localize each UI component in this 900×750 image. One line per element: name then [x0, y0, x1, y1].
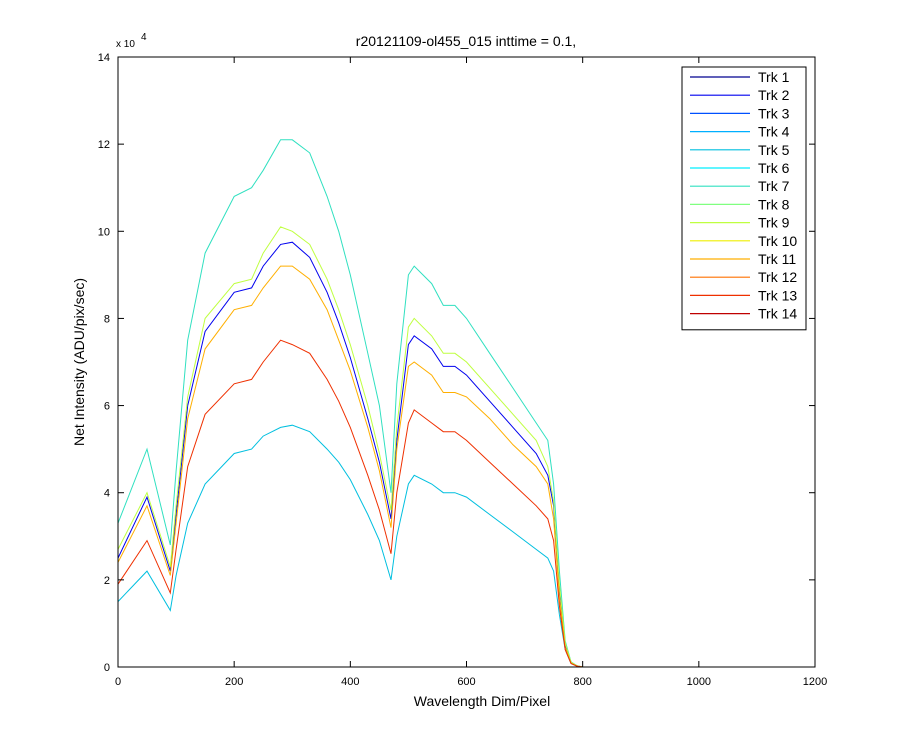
x-axis-ticks: 0 200 400 600 800 1000 1200 — [115, 57, 827, 688]
legend-label: Trk 9 — [758, 215, 790, 231]
y-tick-label: 10 — [98, 226, 110, 238]
series-line-trk-13 — [117, 339, 583, 668]
y-tick-label: 6 — [104, 401, 110, 413]
x-tick-label: 0 — [115, 676, 121, 688]
legend-label: Trk 14 — [758, 306, 797, 322]
x-tick-label: 400 — [341, 676, 359, 688]
series-line-trk-2 — [117, 241, 583, 668]
legend-label: Trk 13 — [758, 287, 797, 303]
y-axis-ticks: 0 2 4 6 8 10 12 14 — [98, 52, 815, 674]
legend-label: Trk 10 — [758, 233, 797, 249]
y-tick-label: 4 — [104, 488, 110, 500]
legend-label: Trk 7 — [758, 178, 790, 194]
legend-label: Trk 11 — [758, 251, 796, 267]
x-tick-label: 1000 — [687, 676, 711, 688]
y-multiplier-exponent: 4 — [141, 32, 147, 43]
legend-box — [681, 66, 807, 331]
y-multiplier-base: x 10 — [116, 39, 135, 50]
x-tick-label: 200 — [225, 676, 243, 688]
series-line-trk-9 — [117, 226, 583, 668]
chart-title: r20121109-ol455_015 inttime = 0.1, — [356, 33, 576, 49]
legend-label: Trk 12 — [758, 269, 797, 285]
x-axis-label: Wavelength Dim/Pixel — [414, 693, 550, 709]
x-tick-label: 800 — [573, 676, 591, 688]
axes-box — [117, 56, 816, 668]
y-tick-label: 14 — [98, 52, 110, 64]
legend-label: Trk 8 — [758, 196, 790, 212]
y-tick-label: 0 — [104, 662, 110, 674]
y-tick-label: 12 — [98, 139, 110, 151]
series-line-trk-7 — [117, 139, 583, 668]
legend-label: Trk 6 — [758, 160, 790, 176]
y-axis-label: Net Intensity (ADU/pix/sec) — [71, 278, 87, 446]
x-tick-label: 600 — [457, 676, 475, 688]
legend-label: Trk 4 — [758, 124, 790, 140]
legend-label: Trk 3 — [758, 105, 790, 121]
y-tick-label: 2 — [104, 575, 110, 587]
x-tick-label: 1200 — [803, 676, 827, 688]
legend: Trk 1 Trk 2 Trk 3 Trk 4 Trk 5 Trk 6 Trk 7 Trk 8… — [681, 66, 807, 331]
series-line-trk-11 — [117, 265, 583, 668]
series-line-trk-5 — [117, 424, 583, 668]
legend-label: Trk 2 — [758, 87, 790, 103]
legend-label: Trk 5 — [758, 142, 790, 158]
legend-label: Trk 1 — [758, 69, 790, 85]
y-tick-label: 8 — [104, 313, 110, 325]
